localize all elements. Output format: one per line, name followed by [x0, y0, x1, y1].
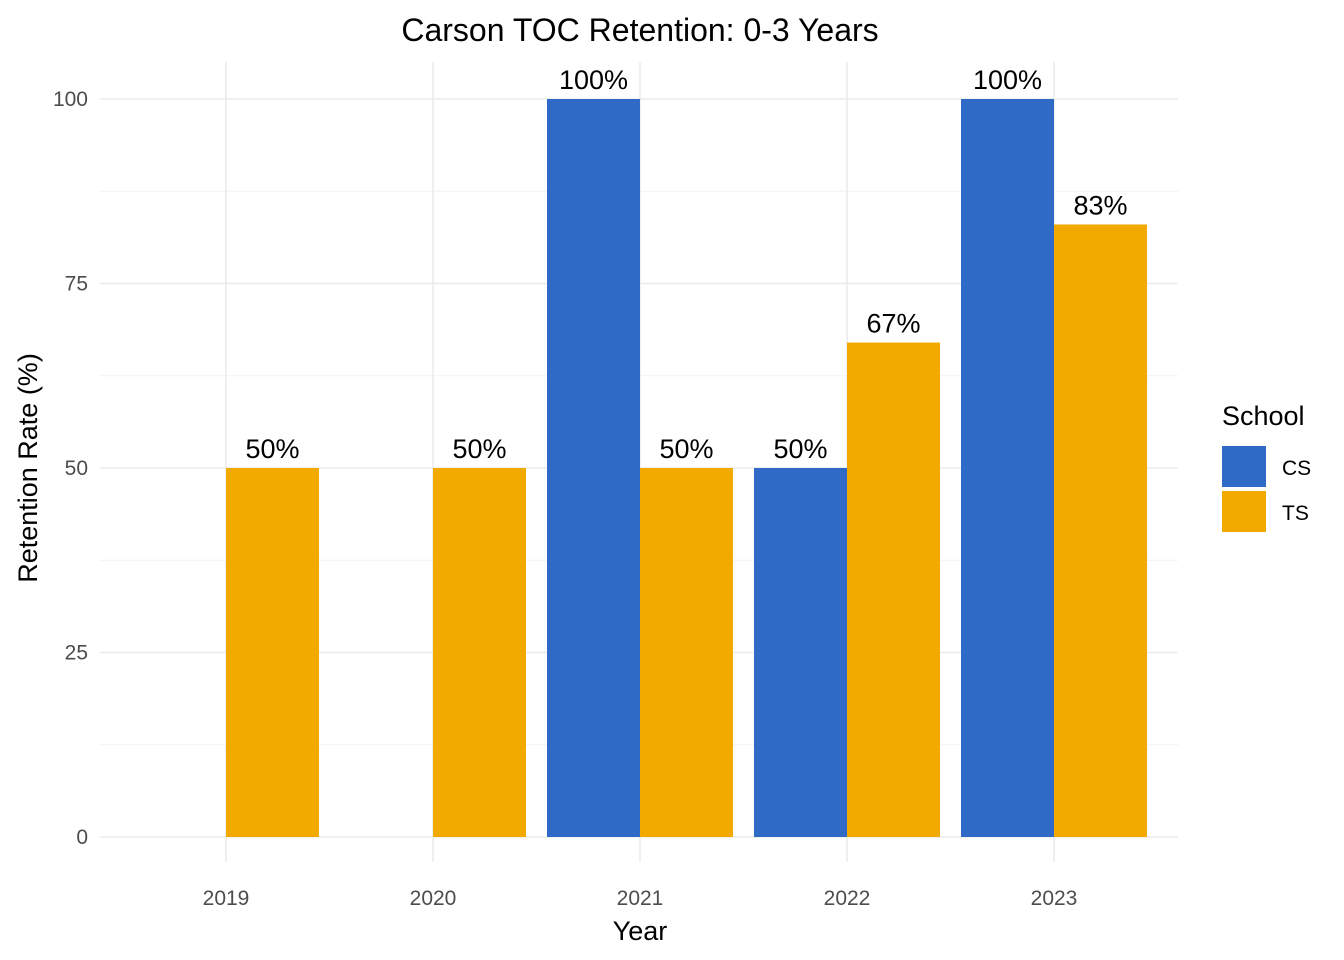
legend-swatch-TS	[1222, 491, 1266, 532]
chart-title: Carson TOC Retention: 0-3 Years	[401, 12, 878, 48]
bar-CS-2023	[961, 99, 1054, 837]
data-label-TS-2023: 83%	[1073, 190, 1127, 220]
y-tick-label: 100	[53, 88, 88, 111]
legend-label-CS: CS	[1282, 457, 1311, 480]
data-label-CS-2022: 50%	[773, 434, 827, 464]
legend-label-TS: TS	[1282, 502, 1309, 525]
data-label-TS-2021: 50%	[659, 434, 713, 464]
x-tick-label: 2019	[203, 887, 250, 910]
legend-title: School	[1222, 401, 1305, 431]
bar-TS-2021	[640, 468, 733, 837]
y-tick-label: 0	[76, 826, 88, 849]
data-label-TS-2020: 50%	[452, 434, 506, 464]
x-axis-title: Year	[613, 916, 668, 946]
data-labels: 100% 50% 100% 50% 50% 50% 67% 83%	[245, 65, 1127, 464]
y-axis-ticks: 0 25 50 75 100	[53, 88, 88, 849]
data-label-TS-2019: 50%	[245, 434, 299, 464]
y-tick-label: 25	[65, 642, 88, 665]
bar-TS-2023	[1054, 224, 1147, 837]
legend-swatch-CS	[1222, 446, 1266, 487]
bar-TS-2022	[847, 342, 940, 837]
y-tick-label: 75	[65, 273, 88, 296]
x-axis-ticks: 2019 2020 2021 2022 2023	[203, 887, 1078, 910]
bar-TS-2019	[226, 468, 319, 837]
bars	[226, 99, 1147, 837]
data-label-CS-2021: 100%	[559, 65, 628, 95]
y-axis-title: Retention Rate (%)	[13, 353, 43, 583]
data-label-CS-2023: 100%	[973, 65, 1042, 95]
bar-CS-2022	[754, 468, 847, 837]
legend: School CS TS	[1222, 401, 1311, 532]
x-tick-label: 2020	[410, 887, 457, 910]
bar-CS-2021	[547, 99, 640, 837]
data-label-TS-2022: 67%	[866, 309, 920, 339]
y-tick-label: 50	[65, 457, 88, 480]
x-tick-label: 2023	[1031, 887, 1078, 910]
bar-TS-2020	[433, 468, 526, 837]
x-tick-label: 2021	[617, 887, 664, 910]
x-tick-label: 2022	[824, 887, 871, 910]
